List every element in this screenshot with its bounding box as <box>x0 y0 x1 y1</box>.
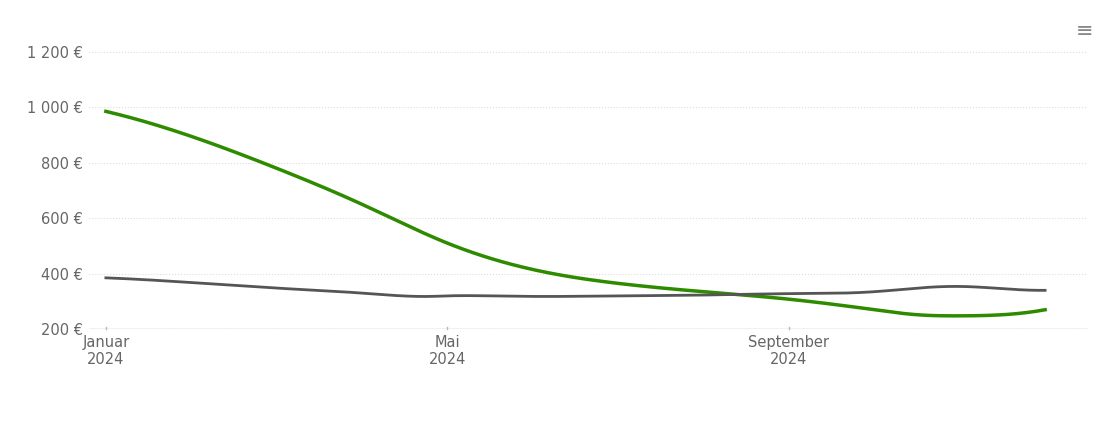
Text: ≡: ≡ <box>1076 21 1093 41</box>
Legend: lose Ware, Sackware: lose Ware, Sackware <box>455 420 722 422</box>
